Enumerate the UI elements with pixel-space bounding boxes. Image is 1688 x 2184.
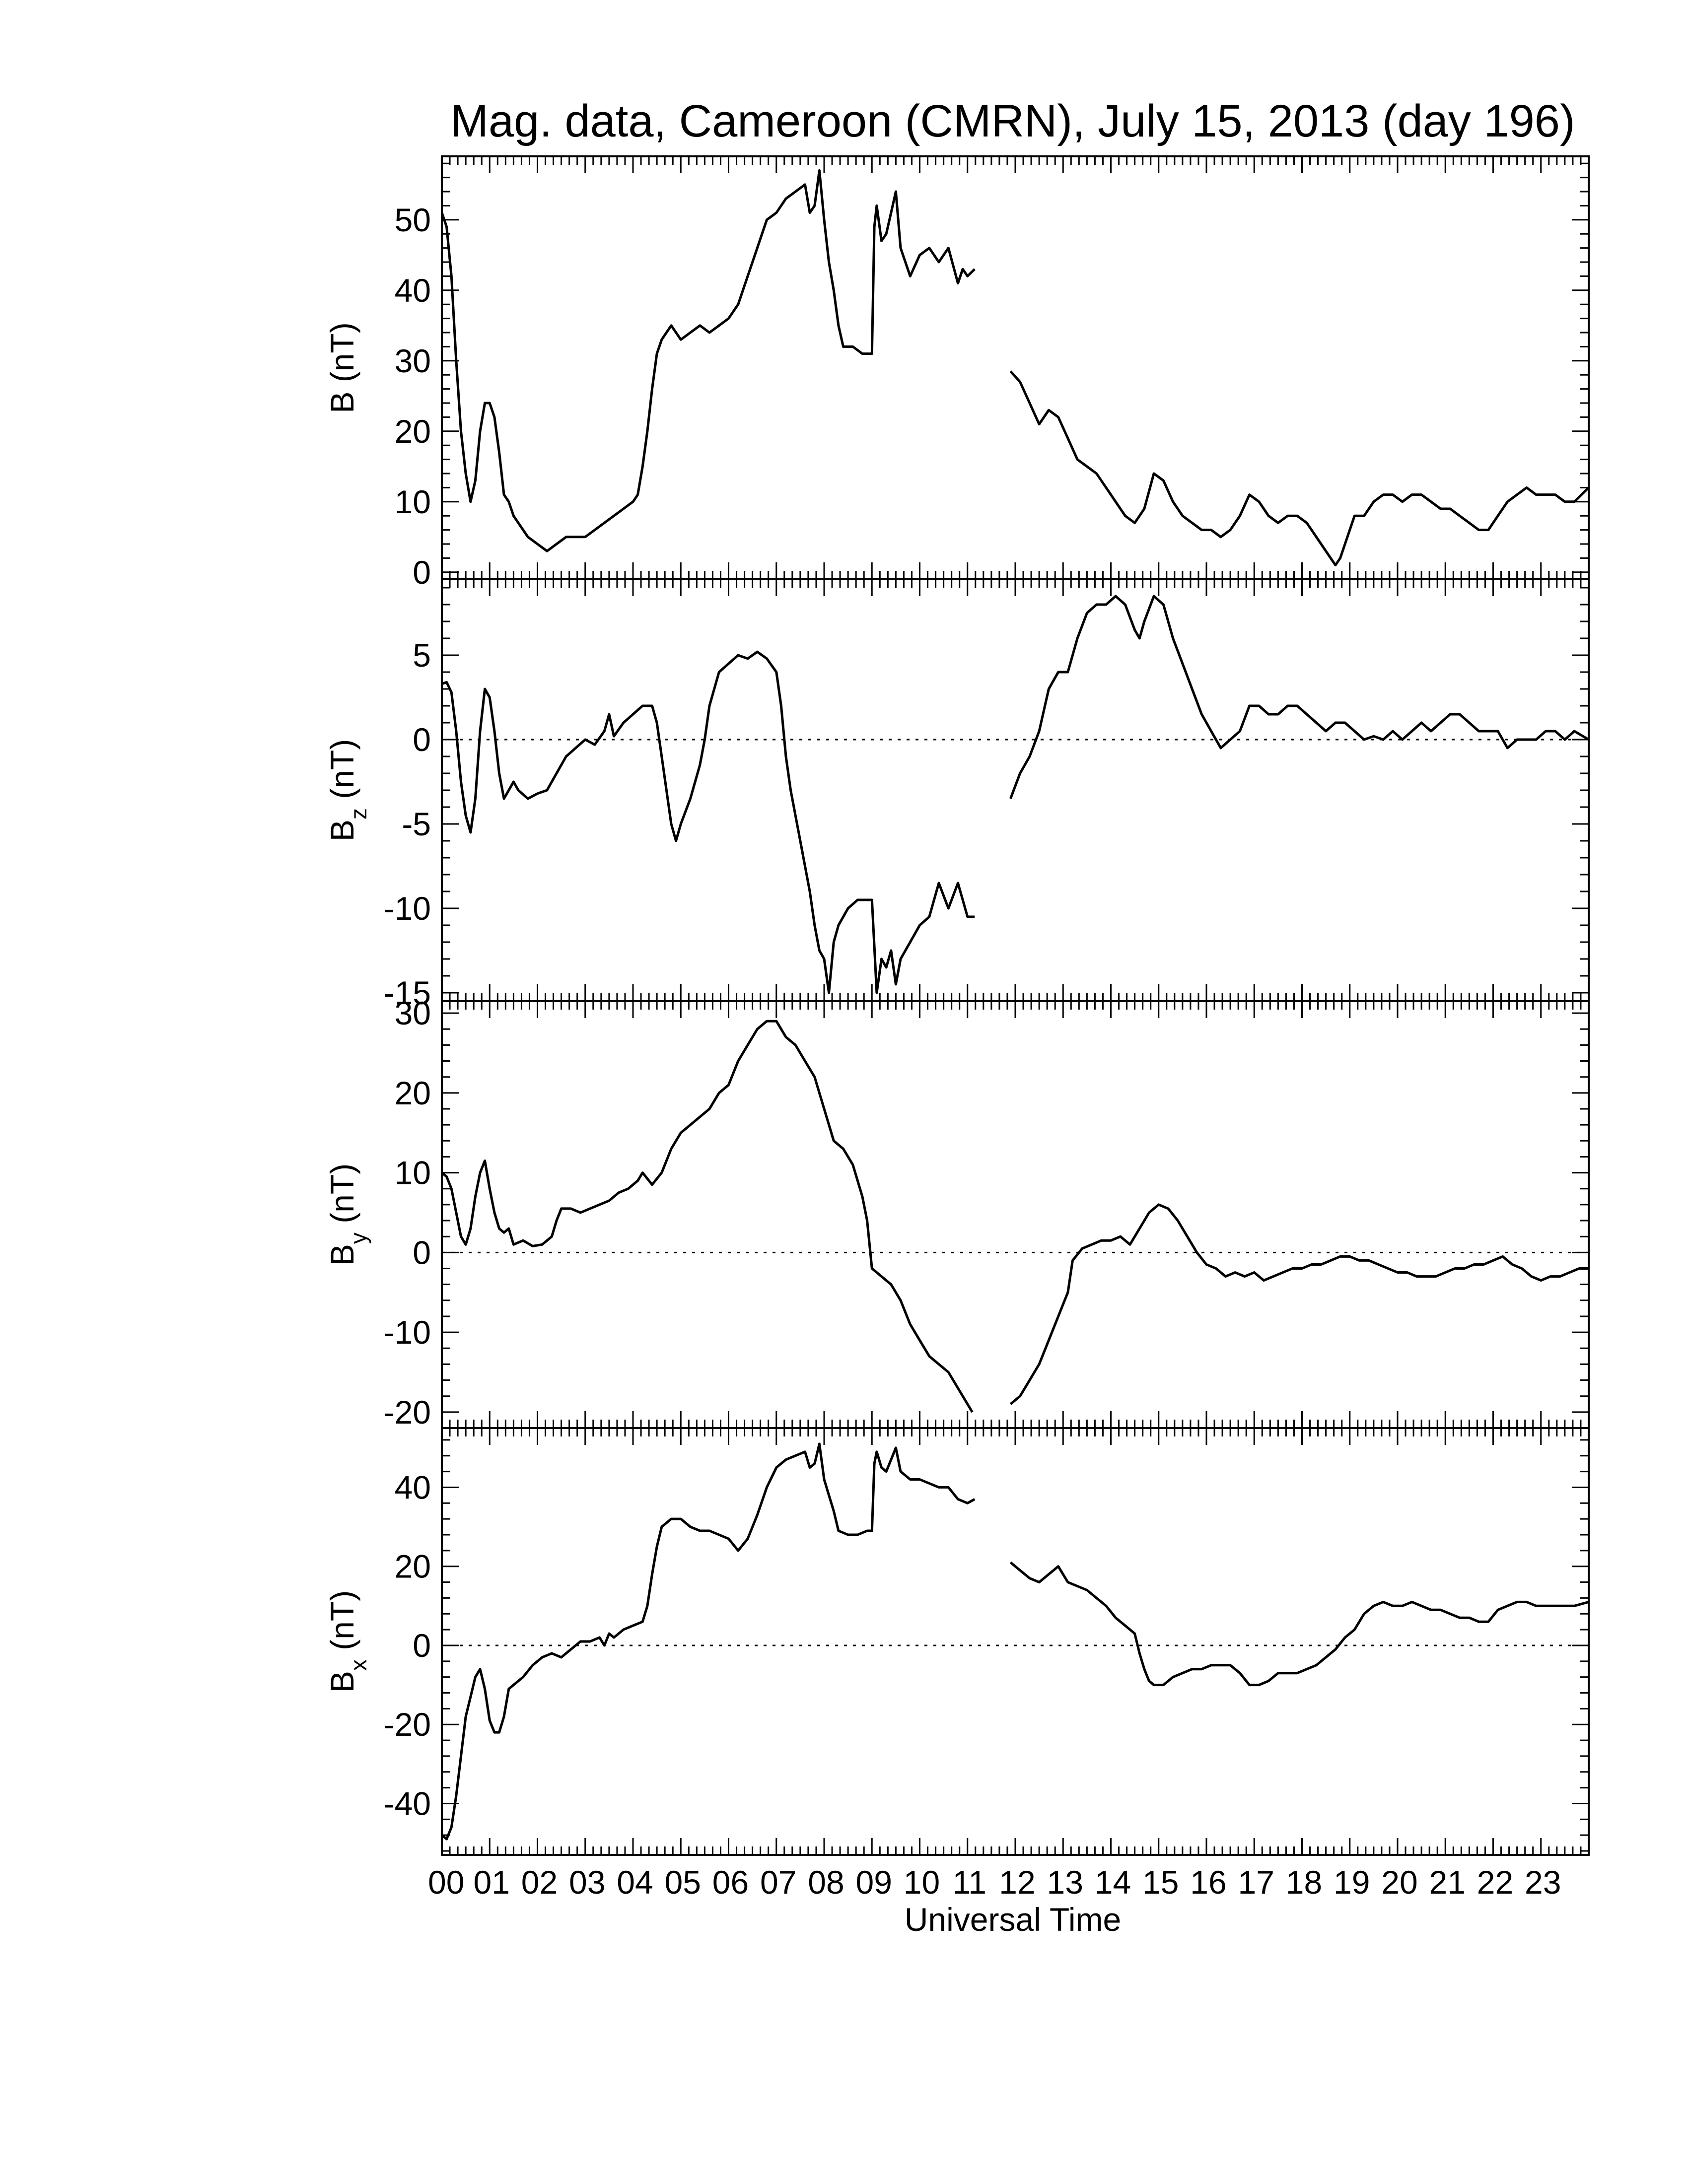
- x-ticks-B: [441, 156, 1590, 579]
- series-B-segment-1: [440, 169, 976, 552]
- x-tick-label: 06: [712, 1864, 749, 1901]
- y-tick-label-Bz: 0: [413, 721, 431, 758]
- x-tick-labels: 00 01 02 03 04 05 06 07 08 09 10 11 12 13 14 15 16 17 18 19…: [428, 1864, 1561, 1901]
- x-tick-label: 10: [904, 1864, 940, 1901]
- series-By-segment-1: [441, 1020, 974, 1413]
- x-tick-label: 13: [1047, 1864, 1083, 1901]
- y-tick-label-Bx: 0: [413, 1627, 431, 1664]
- y-tick-label-Bz: -10: [384, 890, 431, 927]
- panel-Bz: -15 -10 -5 0 5 Bz (nT): [324, 578, 1590, 1011]
- chart-title: Mag. data, Cameroon (CMRN), July 15, 201…: [450, 96, 1575, 146]
- y-axis-B: 0 10 20 30 40 50: [395, 162, 1589, 591]
- y-tick-label-By: -10: [384, 1314, 431, 1351]
- frame-Bx: [441, 1427, 1590, 1856]
- x-tick-label: 23: [1525, 1864, 1561, 1901]
- y-axis-Bz: -15 -10 -5 0 5: [384, 587, 1589, 1011]
- series-Bx-segment-2: [1009, 1561, 1589, 1687]
- x-tick-label: 12: [999, 1864, 1035, 1901]
- y-axis-label-By: By (nT): [324, 1163, 371, 1266]
- x-ticks-Bx: [441, 1428, 1590, 1855]
- x-tick-label: 18: [1286, 1864, 1322, 1901]
- y-tick-label-B: 20: [395, 413, 431, 450]
- x-tick-label: 11: [952, 1864, 986, 1901]
- x-tick-label: 15: [1142, 1864, 1179, 1901]
- x-tick-label: 09: [856, 1864, 892, 1901]
- x-tick-label: 08: [808, 1864, 844, 1901]
- x-tick-label: 02: [521, 1864, 558, 1901]
- y-axis-label-Bx: Bx (nT): [324, 1590, 371, 1693]
- x-tick-label: 03: [569, 1864, 605, 1901]
- x-tick-label: 05: [665, 1864, 701, 1901]
- y-tick-label-B: 10: [395, 483, 431, 520]
- series-Bz-segment-2: [1009, 595, 1590, 799]
- panel-Bx: -40 -20 0 20 40 Bx (nT): [324, 1427, 1590, 1856]
- y-tick-label-Bx: 40: [395, 1469, 431, 1505]
- y-tick-label-Bz: -15: [384, 974, 431, 1011]
- x-axis-label: Universal Time: [905, 1901, 1121, 1938]
- x-tick-label: 01: [474, 1864, 510, 1901]
- y-tick-label-Bz: 5: [413, 637, 431, 674]
- y-axis-By: -20 -10 0 10 20 30: [384, 995, 1589, 1431]
- y-tick-label-B: 40: [395, 272, 431, 309]
- y-tick-label-By: -20: [384, 1394, 431, 1431]
- x-tick-label: 21: [1429, 1864, 1466, 1901]
- panel-B: 0 10 20 30 40 50 B (nT): [324, 155, 1590, 591]
- frame-By: [441, 1000, 1590, 1429]
- series-B-segment-2: [1009, 370, 1590, 567]
- y-tick-label-By: 10: [395, 1155, 431, 1191]
- x-tick-label: 19: [1334, 1864, 1370, 1901]
- x-tick-label: 04: [617, 1864, 653, 1901]
- panels: 0 10 20 30 40 50 B (nT) -15 -10 -5 0 5 Bz (nT) -20 -10…: [324, 155, 1590, 1856]
- x-ticks-By: [441, 1001, 1590, 1428]
- y-tick-label-Bz: -5: [402, 806, 431, 842]
- x-ticks-Bz: [441, 579, 1590, 1001]
- x-tick-label: 22: [1477, 1864, 1513, 1901]
- x-tick-label: 00: [428, 1864, 464, 1901]
- series-Bx-segment-1: [441, 1442, 976, 1841]
- y-tick-label-By: 30: [395, 995, 431, 1031]
- y-tick-label-Bx: -40: [384, 1785, 431, 1822]
- x-tick-label: 20: [1381, 1864, 1417, 1901]
- y-tick-label-By: 20: [395, 1075, 431, 1111]
- y-axis-label-B: B (nT): [324, 322, 360, 413]
- y-axis-Bx: -40 -20 0 20 40: [384, 1439, 1589, 1852]
- y-tick-label-Bx: -20: [384, 1706, 431, 1743]
- y-tick-label-By: 0: [413, 1234, 431, 1271]
- x-tick-label: 14: [1095, 1864, 1131, 1901]
- y-tick-label-B: 30: [395, 342, 431, 379]
- series-By-segment-2: [1009, 1203, 1589, 1405]
- y-tick-label-Bx: 20: [395, 1548, 431, 1585]
- series-Bz-segment-1: [441, 650, 975, 994]
- frame-Bz: [441, 578, 1590, 1002]
- x-tick-label: 17: [1238, 1864, 1274, 1901]
- panel-By: -20 -10 0 10 20 30 By (nT): [324, 995, 1590, 1431]
- x-tick-label: 07: [760, 1864, 796, 1901]
- y-tick-label-B: 50: [395, 202, 431, 238]
- y-axis-label-Bz: Bz (nT): [324, 739, 371, 841]
- y-tick-label-B: 0: [413, 554, 431, 591]
- x-tick-label: 16: [1190, 1864, 1226, 1901]
